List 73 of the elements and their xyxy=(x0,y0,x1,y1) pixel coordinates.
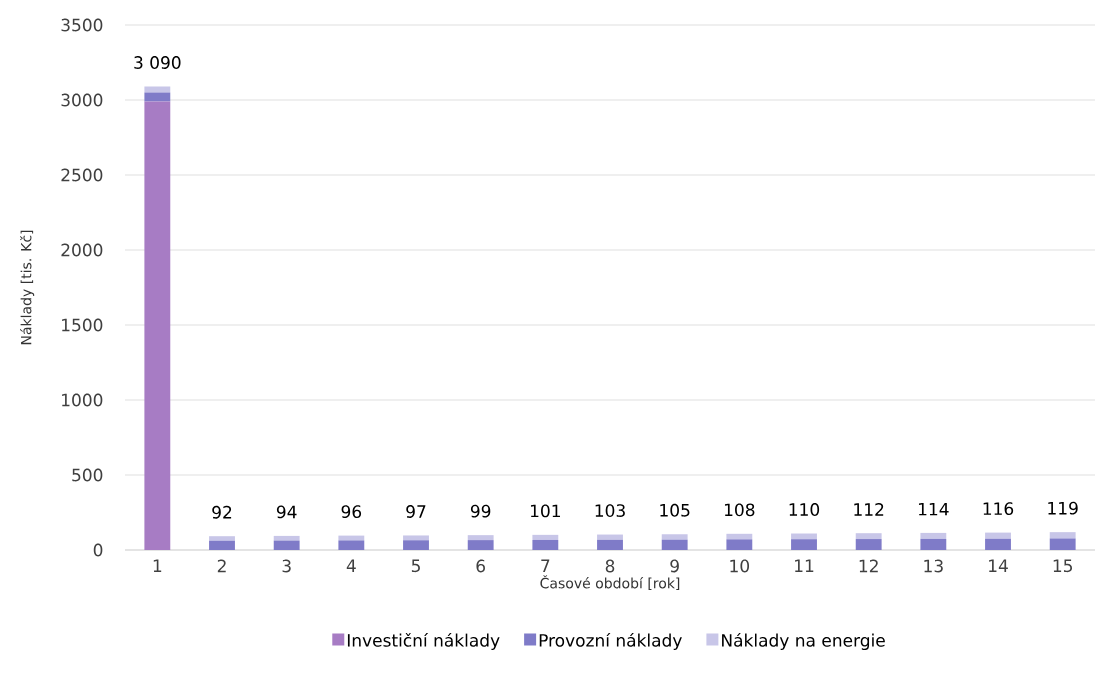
bar xyxy=(985,538,1011,550)
bar xyxy=(209,540,235,550)
bar xyxy=(144,92,171,102)
bar xyxy=(403,540,429,550)
bar xyxy=(985,532,1011,539)
total-label: 92 xyxy=(212,505,232,519)
bar xyxy=(338,540,365,550)
y-tick-label: 2000 xyxy=(61,243,103,257)
legend-label: Investiční náklady xyxy=(347,632,500,651)
bar xyxy=(532,539,559,550)
x-tick-label: 14 xyxy=(989,559,1008,572)
y-tick-label: 1500 xyxy=(62,318,103,332)
bar xyxy=(597,539,623,550)
total-label: 112 xyxy=(854,503,884,516)
total-label: 114 xyxy=(918,502,949,516)
x-tick-label: 10 xyxy=(730,559,750,573)
x-tick-label: 9 xyxy=(670,559,679,573)
total-label: 119 xyxy=(1048,501,1078,515)
bar xyxy=(661,534,688,540)
y-tick-label: 500 xyxy=(72,468,103,482)
bar xyxy=(209,536,235,541)
bar xyxy=(726,539,753,550)
bar xyxy=(920,538,947,550)
bar xyxy=(661,539,688,550)
x-tick-label: 1 xyxy=(153,559,162,572)
bar xyxy=(273,540,300,550)
bar xyxy=(403,535,429,541)
x-tick-label: 7 xyxy=(541,559,550,572)
bar xyxy=(467,535,494,541)
bar xyxy=(597,534,623,540)
total-label: 96 xyxy=(341,505,362,519)
bar xyxy=(726,533,753,540)
bar xyxy=(144,86,171,93)
bar xyxy=(855,539,882,550)
bar xyxy=(855,533,882,540)
x-tick-label: 12 xyxy=(859,559,878,573)
total-label: 105 xyxy=(660,503,690,517)
x-tick-label: 5 xyxy=(411,559,420,573)
y-tick-label: 3000 xyxy=(61,93,103,107)
total-label: 94 xyxy=(276,505,297,519)
bar xyxy=(1049,538,1076,550)
bar xyxy=(273,535,300,541)
total-label: 101 xyxy=(530,504,560,518)
x-tick-label: 11 xyxy=(795,559,814,572)
total-label: 110 xyxy=(789,503,820,516)
bar xyxy=(920,532,947,539)
bar xyxy=(467,540,494,550)
total-label: 99 xyxy=(470,504,491,518)
total-label: 116 xyxy=(983,502,1014,516)
x-tick-label: 6 xyxy=(476,559,485,573)
total-label: 108 xyxy=(724,503,755,517)
legend-label: Provozní náklady xyxy=(539,632,682,651)
bar xyxy=(144,101,171,550)
x-tick-label: 15 xyxy=(1053,559,1073,573)
y-tick-label: 1000 xyxy=(62,393,103,407)
y-tick-label: 3500 xyxy=(61,18,103,32)
total-label: 97 xyxy=(406,505,426,518)
x-tick-label: 8 xyxy=(605,559,615,573)
legend-label: Náklady na energie xyxy=(722,632,885,651)
x-tick-label: 4 xyxy=(346,559,356,572)
bar xyxy=(791,539,817,550)
bar xyxy=(532,534,559,540)
x-tick-label: 2 xyxy=(217,559,226,573)
bar xyxy=(791,533,817,540)
x-tick-label: 13 xyxy=(924,559,943,573)
x-tick-label: 3 xyxy=(282,559,291,573)
x-axis-title: Časové období [rok] xyxy=(540,575,680,591)
total-label: 103 xyxy=(595,504,625,518)
y-tick-label: 2500 xyxy=(61,168,103,182)
total-label: 3 090 xyxy=(134,56,181,69)
bar xyxy=(1049,532,1076,539)
y-axis-title: Náklady [tis. Kč] xyxy=(20,230,35,345)
y-tick-label: 0 xyxy=(93,543,103,557)
